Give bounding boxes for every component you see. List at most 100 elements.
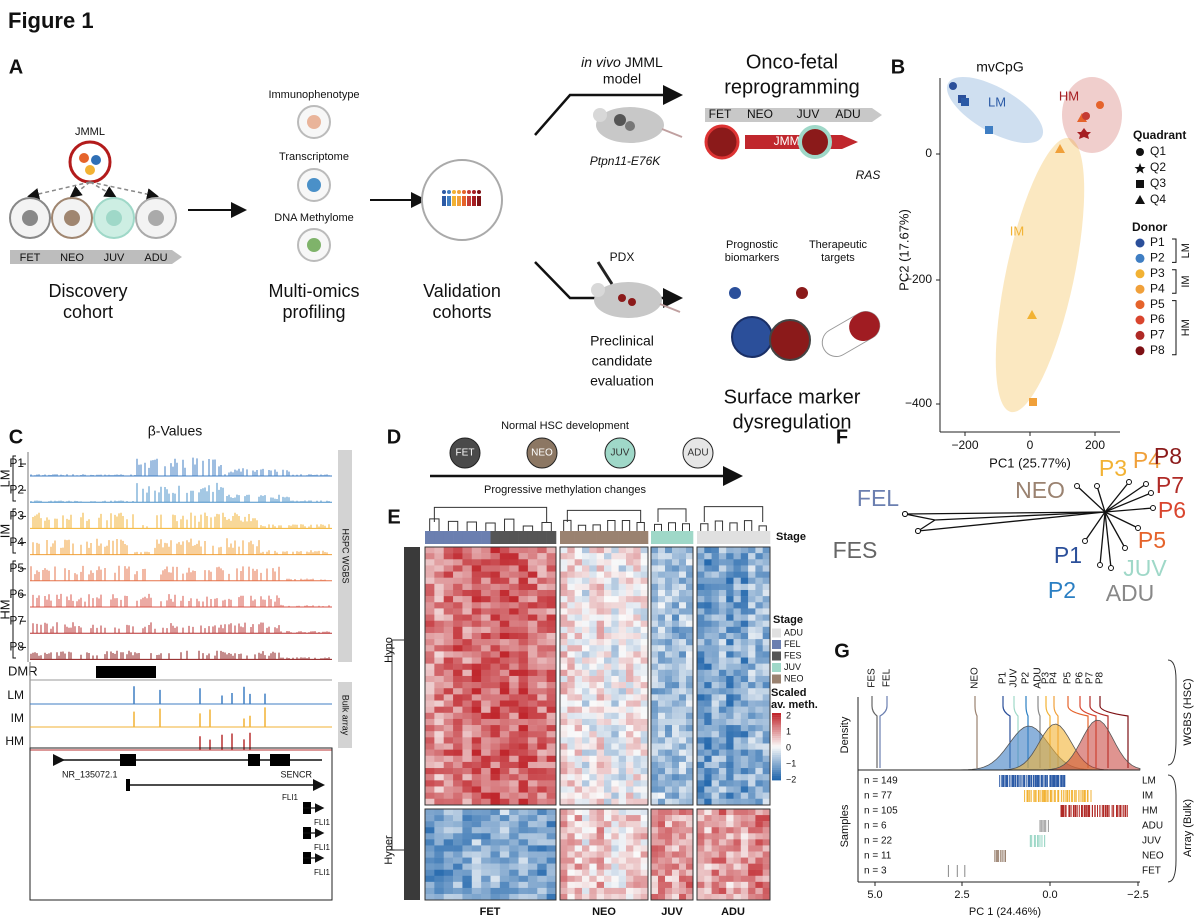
heatmap-cell [518, 881, 529, 889]
heatmap-cell [686, 589, 694, 597]
heatmap-cell [640, 608, 649, 615]
heatmap-cell [560, 559, 568, 566]
heatmap-cell [596, 815, 605, 822]
heatmap-cell [509, 725, 519, 732]
heatmap-cell [582, 712, 590, 720]
heatmap-cell [618, 731, 627, 738]
heatmap-cell [626, 651, 634, 658]
heatmap-cell [762, 700, 771, 707]
heatmap-cell [527, 827, 538, 834]
heatmap-cell [626, 881, 634, 889]
heatmap-cell [604, 632, 612, 640]
heatmap-cell [527, 577, 538, 585]
heatmap-cell [425, 657, 435, 664]
heatmap-cell [527, 845, 538, 852]
label: dysregulation [733, 411, 852, 433]
leaf-label: P7 [1156, 472, 1184, 498]
heatmap-cell [546, 559, 557, 566]
group-label: LM [0, 469, 12, 487]
heatmap-cell [604, 583, 612, 591]
heatmap-cell [509, 571, 519, 578]
heatmap-cell [697, 893, 705, 901]
heatmap-cell [633, 675, 641, 683]
heatmap-cell [453, 632, 463, 640]
heatmap-cell [704, 700, 712, 707]
heatmap-cell [499, 827, 510, 834]
heatmap-cell [726, 809, 734, 816]
legend-bracket [1172, 269, 1177, 294]
heatmap-cell [527, 768, 538, 775]
heatmap-cell [633, 869, 641, 876]
label: Surface marker [724, 386, 861, 408]
heatmap-cell [626, 577, 634, 585]
heatmap-cell [509, 731, 519, 738]
heatmap-cell [471, 577, 482, 585]
heatmap-cell [726, 780, 734, 787]
heatmap-cell [618, 614, 627, 621]
heatmap-cell [618, 583, 627, 591]
heatmap-cell [490, 875, 501, 883]
heatmap-cell [560, 731, 568, 738]
heatmap-cell [471, 839, 482, 846]
heatmap-cell [686, 602, 694, 609]
heatmap-cell [574, 893, 583, 901]
heatmap-cell [537, 755, 547, 763]
heatmap-cell [755, 559, 763, 566]
heatmap-cell [453, 737, 463, 744]
heatmap-cell [527, 863, 538, 870]
heatmap-cell [604, 798, 612, 806]
heatmap-cell [748, 749, 756, 757]
heatmap-cell [425, 731, 435, 738]
heatmap-cell [651, 731, 659, 738]
heatmap-cell [640, 675, 649, 683]
heatmap-cell [443, 669, 454, 677]
heatmap-cell [697, 809, 705, 816]
heatmap-cell [626, 583, 634, 591]
heatmap-cell [560, 743, 568, 750]
row-label: IM [1142, 791, 1153, 802]
heatmap-cell [509, 700, 519, 707]
heatmap-cell [633, 651, 641, 658]
heatmap-cell [704, 589, 712, 597]
heatmap-cell [434, 851, 445, 858]
heatmap-cell [490, 761, 501, 769]
heatmap-cell [560, 632, 568, 640]
heatmap-cell [537, 651, 547, 658]
heatmap-cell [499, 786, 510, 793]
stage-bar-cell [589, 531, 597, 544]
tree-node [902, 511, 908, 517]
heatmap-cell [518, 675, 529, 683]
dmr-label: DMR [8, 663, 38, 678]
heatmap-cell [434, 792, 445, 799]
heatmap-cell [711, 700, 720, 707]
heatmap-cell [443, 780, 454, 787]
heatmap-cell [718, 792, 727, 799]
heatmap-cell [762, 857, 771, 864]
heatmap-cell [481, 743, 491, 750]
heatmap-cell [679, 821, 687, 828]
heatmap-cell [546, 694, 557, 701]
heatmap-cell [686, 626, 694, 634]
heatmap-cell [499, 700, 510, 707]
heatmap-cell [574, 815, 583, 822]
heatmap-cell [527, 798, 538, 806]
gene-label: FLI1 [314, 843, 331, 852]
stage-icon-figure [22, 210, 38, 226]
heatmap-cell [527, 639, 538, 646]
heatmap-cell [686, 774, 694, 781]
heatmap-cell [499, 589, 510, 597]
tree-branch [1104, 507, 1154, 513]
heatmap-cell [537, 857, 547, 864]
heatmap-cell [651, 559, 659, 566]
caption: Progressive methylation changes [484, 484, 647, 496]
heatmap-cell [611, 559, 619, 566]
heatmap-cell [611, 809, 619, 816]
heatmap-cell [640, 851, 649, 858]
heatmap-cell [560, 547, 568, 554]
color-scale-step [772, 744, 781, 747]
heatmap-cell [546, 663, 557, 671]
heatmap-cell [704, 688, 712, 695]
heatmap-cell [443, 577, 454, 585]
heatmap-cell [740, 857, 749, 864]
heatmap-cell [490, 602, 501, 609]
